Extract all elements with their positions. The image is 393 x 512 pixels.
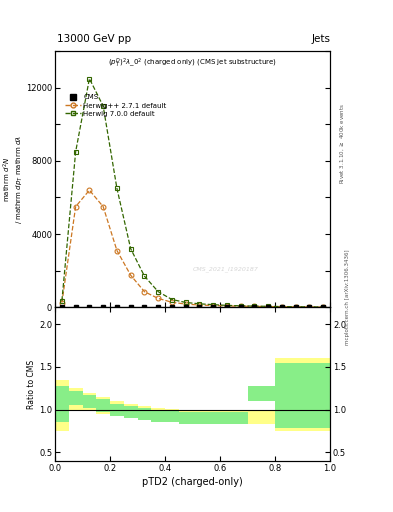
Text: 13000 GeV pp: 13000 GeV pp (57, 33, 131, 44)
Y-axis label: Ratio to CMS: Ratio to CMS (28, 359, 36, 409)
Text: CMS_2021_I1920187: CMS_2021_I1920187 (193, 266, 259, 272)
Legend: CMS, Herwig++ 2.7.1 default, Herwig 7.0.0 default: CMS, Herwig++ 2.7.1 default, Herwig 7.0.… (64, 93, 168, 118)
Text: Jets: Jets (311, 33, 330, 44)
Text: mcplots.cern.ch [arXiv:1306.3436]: mcplots.cern.ch [arXiv:1306.3436] (345, 249, 350, 345)
X-axis label: pTD2 (charged-only): pTD2 (charged-only) (142, 477, 243, 487)
Y-axis label: mathrm $d^2N$
/ mathrm $dp_T$ mathrm $d\lambda$: mathrm $d^2N$ / mathrm $dp_T$ mathrm $d\… (2, 135, 25, 224)
Text: Rivet 3.1.10, $\geq$ 400k events: Rivet 3.1.10, $\geq$ 400k events (339, 103, 346, 184)
Text: $(p_T^D)^2\lambda\_0^2$ (charged only) (CMS jet substructure): $(p_T^D)^2\lambda\_0^2$ (charged only) (… (108, 56, 277, 70)
